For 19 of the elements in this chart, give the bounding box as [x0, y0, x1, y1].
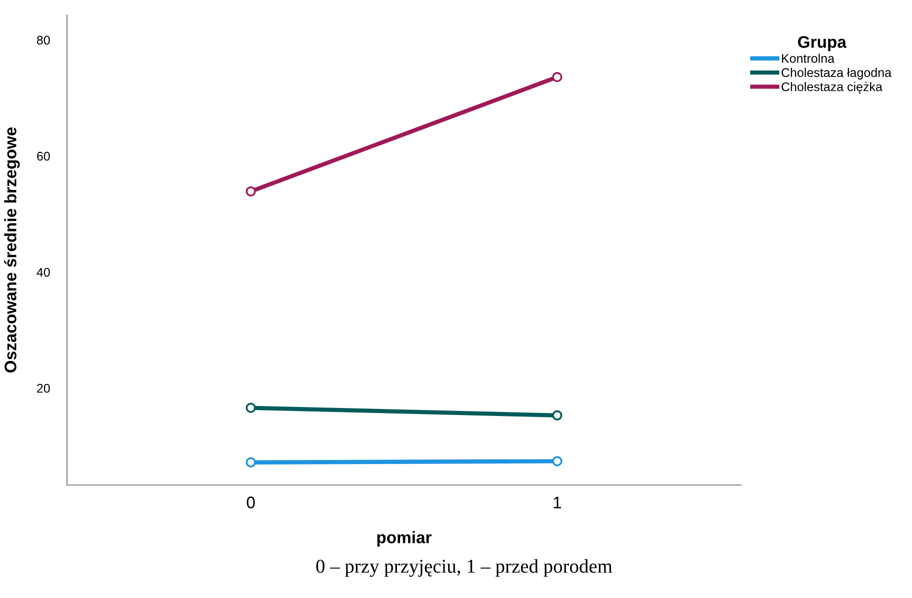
- y-tick-label: 20: [37, 384, 50, 393]
- y-tick-label: 40: [36, 268, 50, 277]
- point: [246, 457, 256, 468]
- x-axis-title: pomiar: [377, 531, 432, 547]
- point: [246, 186, 256, 196]
- point: [552, 72, 562, 82]
- y-tick-label: 80: [36, 36, 50, 45]
- text: 0 – przy przyjęciu, 1 – przed porodem: [316, 559, 612, 577]
- x-tick-label: 0: [246, 496, 255, 508]
- point: [552, 410, 562, 420]
- legend-label: Cholestaza łagodna: [782, 68, 892, 80]
- y-tick-label: 60: [37, 152, 50, 161]
- legend-label: Kontrolna: [782, 54, 835, 63]
- point: [552, 456, 562, 466]
- y-axis-title: Oszacowane średnie brzegowe: [4, 127, 20, 372]
- legend-label: Cholestaza ciężka: [782, 82, 882, 94]
- point: [246, 402, 256, 413]
- x-tick-label: 1: [554, 496, 562, 508]
- legend-title: Grupa: [798, 36, 847, 52]
